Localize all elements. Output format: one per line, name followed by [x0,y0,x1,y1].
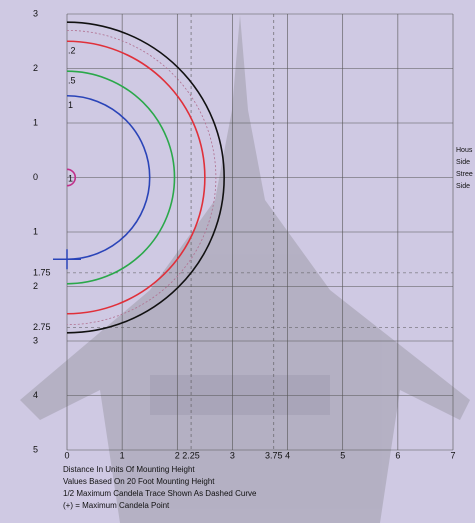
lantern-silhouette [20,15,470,523]
note: (+) = Maximum Candela Point [63,501,170,510]
x-tick-label: 3 [230,450,235,460]
side-label: Side [456,183,470,190]
half-max-trace [66,29,217,326]
y-tick-label: 1 [33,226,38,236]
x-tick-label: 7 [450,450,455,460]
note: Values Based On 20 Foot Mounting Height [63,477,215,486]
side-label: Hous [456,147,473,154]
max-candela-point [53,249,81,270]
x-tick-label: 1 [120,450,125,460]
y-tick-label: 3 [33,335,38,345]
contour [66,94,151,261]
y-tick-label: 4 [33,390,38,400]
x-tick-label: 6 [395,450,400,460]
contour [66,40,206,315]
x-tick-label: 2.25 [182,450,200,460]
x-tick-label: 4 [285,450,290,460]
y-tick-label: 2 [33,63,38,73]
y-tick-label: 0 [33,172,38,182]
contour [66,70,176,285]
lantern-background [20,15,470,523]
y-tick-label: 5 [33,444,38,454]
x-tick-label: 2 [175,450,180,460]
contour-label: 1 [68,100,73,110]
x-tick-label: 3.75 [265,450,283,460]
side-label: Stree [456,171,473,178]
lantern-band [150,375,330,415]
contour-label: .2 [68,46,76,56]
y-tick-label: 3 [33,8,38,18]
y-tick-label: 2.75 [33,322,51,332]
y-tick-label: 2 [33,281,38,291]
contour [66,168,76,187]
contour-label: 1 [68,174,73,184]
contour-label: .5 [68,76,76,86]
side-label: Side [456,159,470,166]
x-tick-label: 0 [64,450,69,460]
contour [66,21,225,334]
x-tick-label: 5 [340,450,345,460]
y-tick-label: 1 [33,117,38,127]
note: Distance In Units Of Mounting Height [63,465,195,474]
note: 1/2 Maximum Candela Trace Shown As Dashe… [63,489,257,498]
y-tick-label: 1.75 [33,267,51,277]
